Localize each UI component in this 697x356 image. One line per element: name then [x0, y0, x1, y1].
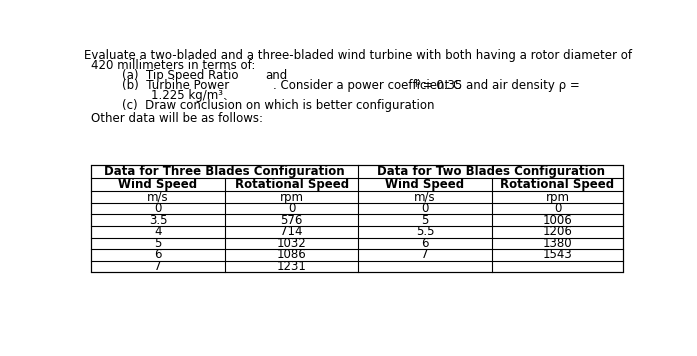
Text: 1086: 1086 [277, 248, 307, 261]
Text: 3.5: 3.5 [148, 214, 167, 227]
Text: 4: 4 [154, 225, 162, 238]
Text: m/s: m/s [414, 190, 436, 204]
Text: Rotational Speed: Rotational Speed [235, 178, 348, 191]
Text: 576: 576 [280, 214, 303, 227]
Text: 7: 7 [154, 260, 162, 273]
Text: p: p [414, 78, 420, 87]
Text: (c)  Draw conclusion on which is better configuration: (c) Draw conclusion on which is better c… [122, 99, 434, 112]
Text: 1206: 1206 [542, 225, 572, 238]
Text: 420 millimeters in terms of:: 420 millimeters in terms of: [91, 59, 255, 72]
Text: 1.225 kg/m³.: 1.225 kg/m³. [151, 89, 227, 102]
Text: 1032: 1032 [277, 237, 307, 250]
Text: (a)  Tip Speed Ratio: (a) Tip Speed Ratio [122, 69, 238, 82]
Text: 0: 0 [554, 202, 561, 215]
Text: Other data will be as follows:: Other data will be as follows: [91, 112, 263, 125]
Bar [91, 165, 623, 272]
Text: rpm: rpm [279, 190, 304, 204]
Text: Data for Three Blades Configuration: Data for Three Blades Configuration [105, 165, 345, 178]
Text: Rotational Speed: Rotational Speed [500, 178, 615, 191]
Text: 0: 0 [288, 202, 296, 215]
Text: = 0.35 and air density ρ =: = 0.35 and air density ρ = [419, 79, 580, 92]
Text: 1231: 1231 [277, 260, 307, 273]
Text: Wind Speed: Wind Speed [118, 178, 198, 191]
Text: 1543: 1543 [543, 248, 572, 261]
Text: 0: 0 [154, 202, 162, 215]
Text: 1006: 1006 [543, 214, 572, 227]
Text: Wind Speed: Wind Speed [385, 178, 465, 191]
Text: m/s: m/s [147, 190, 169, 204]
Text: rpm: rpm [546, 190, 569, 204]
Text: 5: 5 [422, 214, 429, 227]
Text: Evaluate a two-bladed and a three-bladed wind turbine with both having a rotor d: Evaluate a two-bladed and a three-bladed… [84, 49, 632, 62]
Text: 6: 6 [154, 248, 162, 261]
Text: and: and [266, 69, 288, 82]
Text: (b)  Turbine Power: (b) Turbine Power [122, 79, 229, 92]
Text: Data for Two Blades Configuration: Data for Two Blades Configuration [377, 165, 605, 178]
Text: 6: 6 [421, 237, 429, 250]
Text: . Consider a power coefficient C: . Consider a power coefficient C [273, 79, 461, 92]
Text: 5.5: 5.5 [416, 225, 434, 238]
Text: 0: 0 [422, 202, 429, 215]
Text: 7: 7 [421, 248, 429, 261]
Text: 714: 714 [280, 225, 303, 238]
Text: 1380: 1380 [543, 237, 572, 250]
Text: 5: 5 [154, 237, 162, 250]
